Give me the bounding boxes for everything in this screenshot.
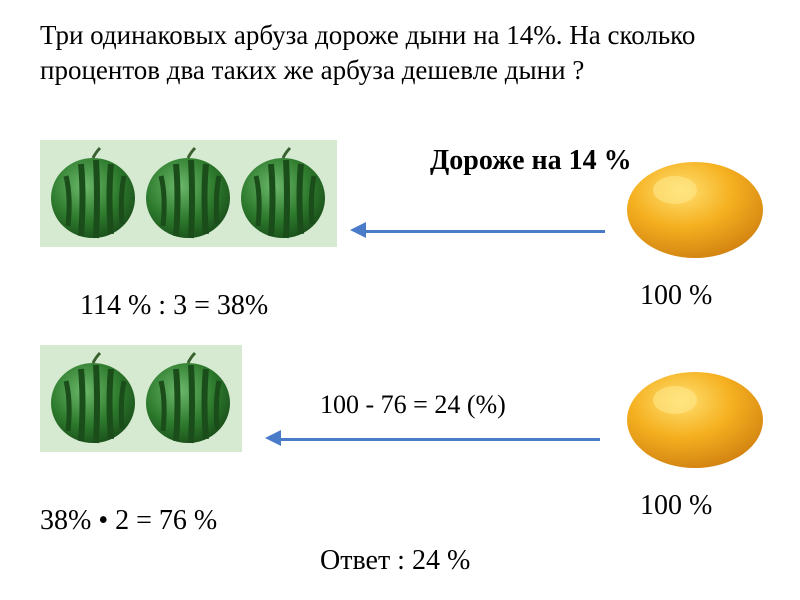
melon-1 <box>620 150 770 265</box>
melon-icon <box>620 150 770 260</box>
melon2-percent: 100 % <box>640 490 712 522</box>
price-diff-label: Дороже на 14 % <box>430 145 632 177</box>
problem-statement: Три одинаковых арбуза дороже дыни на 14%… <box>0 0 800 98</box>
watermelon-icon <box>46 146 141 241</box>
calc-two-watermelon: 38% • 2 = 76 % <box>40 505 217 537</box>
watermelon-icon <box>141 351 236 446</box>
arrow-head-2 <box>265 430 281 446</box>
melon-icon <box>620 360 770 470</box>
watermelon-group-2 <box>40 345 242 452</box>
watermelon-icon <box>236 146 331 241</box>
melon-2 <box>620 360 770 475</box>
row2-watermelons <box>40 345 242 452</box>
arrow-line-1 <box>365 230 605 233</box>
calc-diff: 100 - 76 = 24 (%) <box>320 390 506 420</box>
arrow-line-2 <box>280 438 600 441</box>
watermelon-icon <box>141 146 236 241</box>
watermelon-group-3 <box>40 140 337 247</box>
answer: Ответ : 24 % <box>320 545 470 577</box>
row1-watermelons <box>40 140 337 247</box>
arrow-head-1 <box>350 222 366 238</box>
melon1-percent: 100 % <box>640 280 712 312</box>
calc-per-watermelon: 114 % : 3 = 38% <box>80 290 268 322</box>
watermelon-icon <box>46 351 141 446</box>
